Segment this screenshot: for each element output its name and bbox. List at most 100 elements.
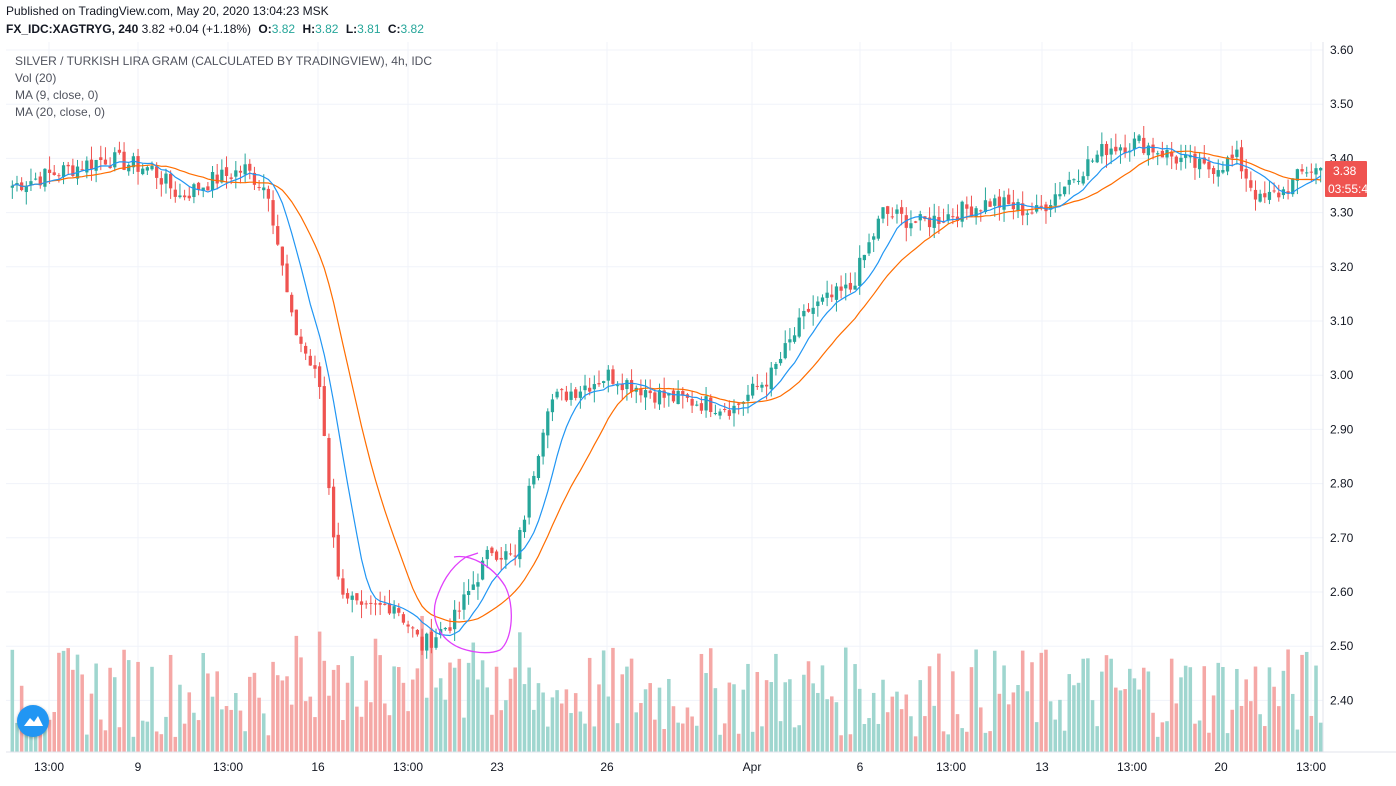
volume-bar-132 (625, 666, 629, 752)
candle-body-152 (718, 411, 722, 416)
volume-bar-139 (657, 687, 662, 752)
candle-body-235 (1104, 143, 1109, 156)
volume-bar-57 (275, 675, 280, 752)
candle-body-162 (764, 384, 769, 387)
volume-bar-153 (722, 723, 727, 752)
volume-bar-210 (988, 731, 992, 752)
candle-body-245 (1151, 144, 1155, 153)
candle-body-128 (606, 369, 610, 381)
candle-body-268 (1258, 193, 1262, 202)
volume-bar-268 (1258, 714, 1262, 752)
volume-bar-231 (1086, 658, 1090, 752)
candle-body-20 (103, 159, 108, 165)
candle-body-187 (881, 207, 885, 219)
volume-bar-133 (629, 658, 634, 752)
volume-bar-94 (448, 662, 452, 752)
candle-body-113 (536, 455, 541, 478)
volume-bar-221 (1039, 652, 1044, 752)
candle-body-6 (38, 176, 42, 186)
candle-body-149 (704, 396, 708, 411)
volume-bar-91 (434, 687, 438, 752)
candle-body-232 (1090, 160, 1095, 162)
volume-bar-174 (820, 665, 825, 752)
candle-body-94 (448, 627, 452, 631)
candle-body-97 (462, 594, 466, 610)
candle-body-137 (648, 390, 652, 394)
volume-bar-20 (103, 730, 108, 752)
candle-body-114 (541, 432, 545, 457)
candle-body-212 (997, 196, 1002, 208)
volume-bar-243 (1141, 667, 1146, 752)
candle-body-278 (1305, 172, 1309, 174)
volume-bar-271 (1272, 686, 1276, 752)
volume-bar-219 (1030, 662, 1034, 752)
volume-bar-86 (410, 679, 415, 752)
candle-body-193 (909, 223, 913, 229)
volume-bar-96 (457, 658, 462, 752)
price-axis[interactable]: 2.40 2.50 2.60 2.70 2.80 2.90 3.00 3.10 3.20 3.30… (1330, 43, 1354, 707)
volume-bar-207 (974, 649, 978, 752)
legend-ma9: MA (9, close, 0) (15, 88, 99, 102)
candle-body-169 (797, 317, 801, 337)
volume-bar-192 (904, 694, 909, 752)
volume-bar-255 (1197, 720, 1202, 752)
candle-body-21 (108, 165, 112, 169)
volume-bar-197 (927, 666, 932, 752)
candle-body-173 (816, 301, 820, 307)
volume-bar-211 (992, 650, 997, 752)
volume-bar-60 (289, 704, 294, 752)
volume-bar-115 (546, 726, 550, 752)
candle-body-238 (1118, 147, 1123, 151)
volume-bar-134 (634, 712, 639, 752)
x-tick-label-7: Apr (743, 760, 762, 774)
legend-title: SILVER / TURKISH LIRA GRAM (CALCULATED B… (15, 54, 432, 68)
candle-body-263 (1235, 149, 1239, 157)
candle-body-192 (904, 215, 908, 228)
volume-bar-62 (299, 657, 303, 752)
volume-bar-246 (1155, 736, 1160, 752)
x-tick-label-9: 13:00 (936, 760, 966, 774)
x-tick-label-10: 13 (1035, 760, 1049, 774)
volume-bar-225 (1058, 699, 1062, 752)
candle-body-186 (876, 218, 880, 239)
candle-body-104 (494, 551, 499, 560)
volume-bar-159 (750, 731, 755, 752)
candle-body-110 (522, 519, 527, 533)
volume-bar-85 (406, 711, 410, 752)
tradingview-logo-icon[interactable] (17, 705, 49, 737)
volume-bar-38 (187, 692, 192, 752)
time-axis[interactable]: 13:00 9 13:00 16 13:00 23 26 Apr 6 13:00 13 13:00 20… (34, 760, 1326, 774)
volume-bar-103 (490, 714, 494, 752)
volume-bar-148 (699, 653, 704, 752)
volume-bar-280 (1314, 665, 1318, 752)
candle-body-172 (811, 307, 815, 314)
volume-bar-131 (620, 674, 625, 752)
candle-body-25 (127, 164, 131, 172)
volume-bar-128 (606, 696, 611, 752)
candle-body-72 (345, 593, 350, 599)
volume-bar-7 (43, 720, 47, 752)
candle-body-80 (383, 603, 387, 605)
volume-bar-109 (518, 632, 522, 752)
volume-bar-215 (1011, 692, 1016, 752)
y-tick-label-4: 2.80 (1330, 477, 1354, 491)
candle-body-277 (1300, 169, 1304, 172)
volume-bar-93 (443, 699, 448, 752)
candle-body-139 (657, 390, 662, 405)
volume-bar-92 (438, 678, 443, 752)
candle-body-63 (304, 345, 308, 354)
volume-bar-33 (164, 716, 168, 752)
candle-body-47 (229, 177, 233, 179)
candle-body-184 (867, 242, 871, 254)
volume-bar-247 (1160, 722, 1165, 752)
candle-body-79 (378, 602, 382, 605)
symbol-name[interactable]: FX_IDC:XAGTRYG, 240 (6, 22, 139, 36)
candle-body-34 (169, 173, 173, 189)
candle-body-253 (1188, 155, 1192, 158)
close-label: C: (387, 22, 401, 36)
volume-bar-116 (550, 697, 555, 752)
candle-body-138 (653, 392, 657, 403)
candle-body-259 (1216, 170, 1220, 177)
candle-body-244 (1146, 145, 1151, 156)
